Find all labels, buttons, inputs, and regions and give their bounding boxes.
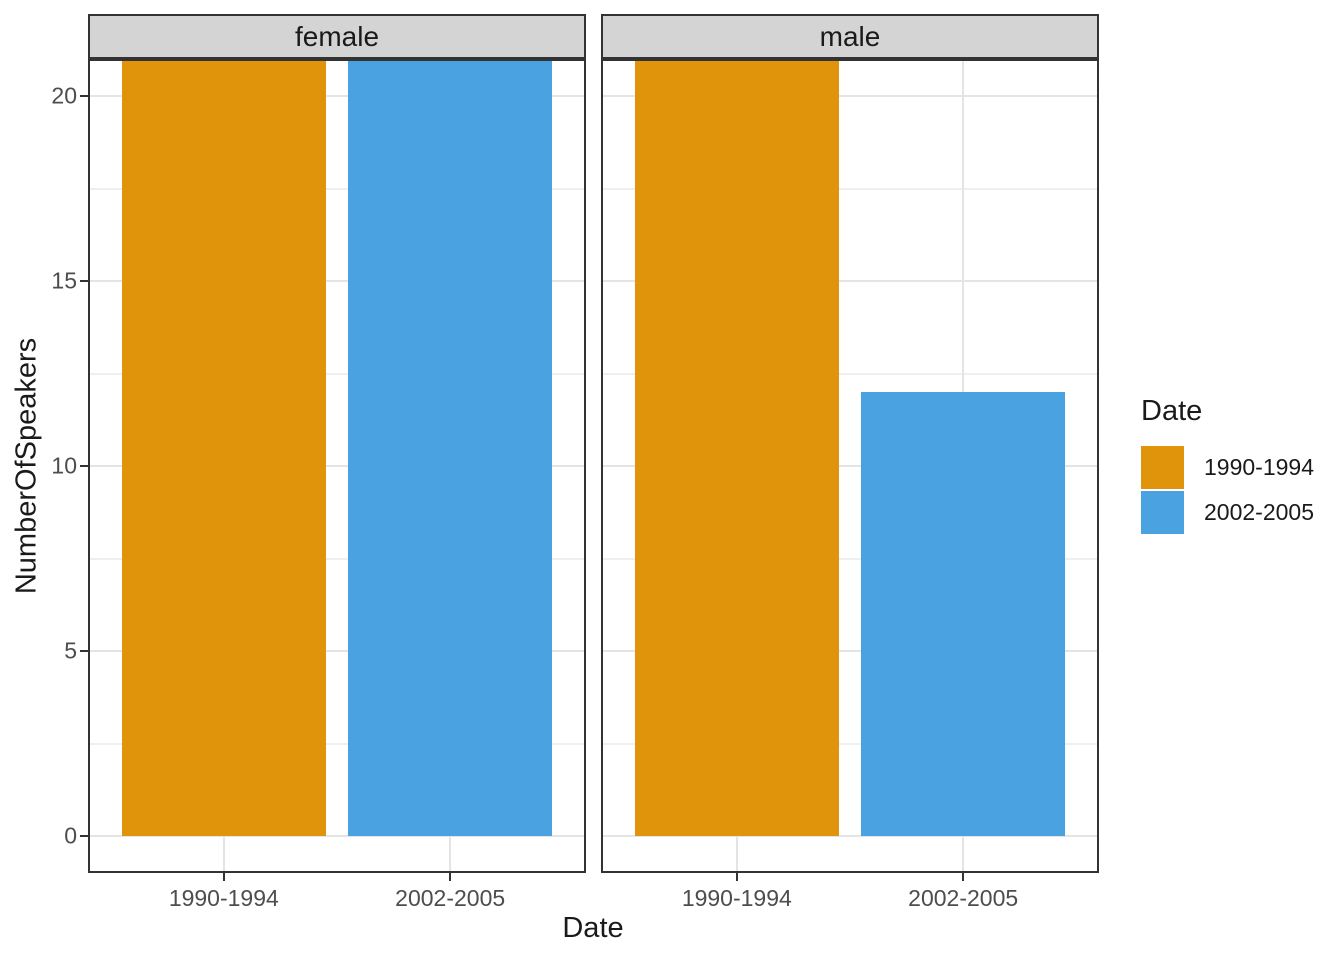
- gridline-minor-y: [601, 372, 1099, 375]
- legend-item: 2002-2005: [1141, 491, 1314, 534]
- gridline-minor-y: [601, 557, 1099, 560]
- facet-panel-male: [601, 59, 1099, 873]
- gridline-minor-y: [88, 372, 586, 375]
- x-axis-title: Date: [562, 912, 624, 944]
- x-tick-label: 1990-1994: [168, 885, 279, 911]
- y-tick-label: 5: [64, 637, 77, 664]
- gridline-minor-y: [88, 742, 586, 745]
- gridline-minor-y: [601, 742, 1099, 745]
- gridline-major-y: [601, 95, 1099, 97]
- gridline-major-y: [88, 835, 586, 837]
- y-tick-mark: [80, 280, 88, 282]
- gridline-major-y: [601, 465, 1099, 467]
- gridline-major-x: [735, 59, 738, 873]
- y-tick-label: 20: [51, 82, 77, 109]
- gridline-minor-y: [88, 187, 586, 190]
- facet-strip-female-label: female: [294, 20, 380, 52]
- bar-female-2002-2005: [348, 59, 553, 836]
- x-tick-label: 2002-2005: [395, 885, 506, 911]
- gridline-major-y: [601, 650, 1099, 652]
- gridline-minor-y: [88, 557, 586, 560]
- legend: Date 1990-1994 2002-2005: [1141, 397, 1314, 536]
- legend-item: 1990-1994: [1141, 446, 1314, 489]
- legend-key-swatch: [1141, 491, 1184, 534]
- y-tick-label: 0: [64, 822, 77, 849]
- x-tick-mark: [962, 873, 965, 881]
- x-tick-label: 1990-1994: [681, 885, 792, 911]
- y-tick-mark: [80, 465, 88, 467]
- facet-strip-male-label: male: [819, 20, 881, 52]
- gridline-minor-y: [601, 187, 1099, 190]
- gridline-major-y: [88, 95, 586, 97]
- facet-strip-male: male: [601, 14, 1099, 59]
- y-tick-label: 15: [51, 267, 77, 294]
- facet-strip-female: female: [88, 14, 586, 59]
- y-tick-mark: [80, 95, 88, 97]
- x-tick-mark: [222, 873, 225, 881]
- legend-label: 2002-2005: [1204, 499, 1314, 525]
- legend-title: Date: [1141, 395, 1203, 427]
- gridline-major-y: [88, 280, 586, 282]
- x-tick-label: 2002-2005: [908, 885, 1019, 911]
- x-tick-mark: [735, 873, 738, 881]
- gridline-major-y: [601, 835, 1099, 837]
- gridline-major-x: [449, 59, 452, 873]
- y-tick-mark: [80, 835, 88, 837]
- bar-male-1990-1994: [634, 59, 839, 836]
- gridline-major-y: [88, 650, 586, 652]
- y-tick-mark: [80, 650, 88, 652]
- legend-key-swatch: [1141, 446, 1184, 489]
- x-tick-mark: [449, 873, 452, 881]
- legend-items: 1990-1994 2002-2005: [1141, 446, 1314, 534]
- bar-male-2002-2005: [861, 392, 1066, 836]
- gridline-major-y: [88, 465, 586, 467]
- facet-panel-female: [88, 59, 586, 873]
- legend-label: 1990-1994: [1204, 454, 1314, 480]
- gridline-major-x: [222, 59, 225, 873]
- y-tick-label: 10: [51, 452, 77, 479]
- bar-female-1990-1994: [121, 59, 326, 836]
- gridline-major-x: [962, 59, 965, 873]
- gridline-major-y: [601, 280, 1099, 282]
